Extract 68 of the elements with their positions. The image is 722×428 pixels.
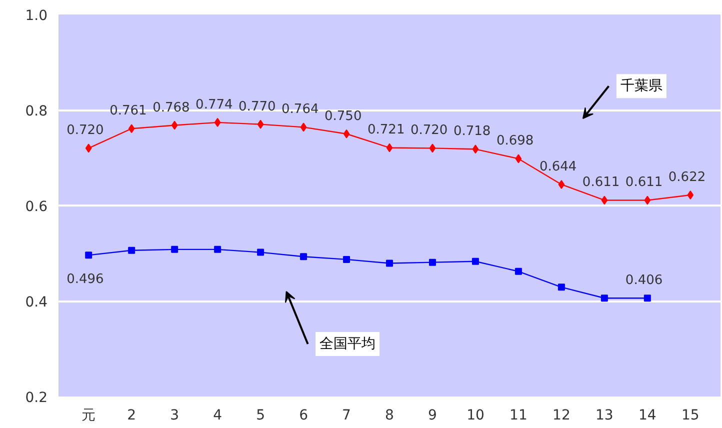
data-label: 0.721 <box>368 122 405 138</box>
x-tick-label: 13 <box>596 408 614 424</box>
x-tick-label: 7 <box>342 408 351 424</box>
y-tick-label: 0.2 <box>25 390 48 406</box>
data-label: 0.611 <box>582 175 620 190</box>
point <box>171 120 178 130</box>
point <box>257 248 264 256</box>
point <box>257 120 264 129</box>
point <box>472 258 479 265</box>
data-label: 0.750 <box>324 108 362 124</box>
x-tick-label: 6 <box>299 408 308 424</box>
x-tick-label: 10 <box>466 408 484 424</box>
x-tick-label: 8 <box>385 408 394 424</box>
data-label: 0.770 <box>238 99 276 114</box>
point <box>128 246 136 254</box>
point <box>85 252 92 259</box>
x-tick-label: 5 <box>256 408 266 424</box>
point <box>515 154 522 164</box>
text: 千葉県 <box>620 78 662 94</box>
data-label: 0.774 <box>196 97 233 112</box>
point <box>386 143 393 152</box>
point <box>214 118 221 127</box>
x-tick-label: 12 <box>552 408 570 424</box>
point <box>300 253 308 260</box>
data-label: 0.720 <box>410 123 448 138</box>
point <box>472 144 479 154</box>
data-label: 0.644 <box>539 159 577 174</box>
point <box>214 246 222 253</box>
data-label: 0.764 <box>282 102 319 118</box>
point <box>343 256 350 263</box>
point <box>601 196 608 205</box>
x-tick-label: 15 <box>682 408 700 424</box>
point <box>343 129 350 138</box>
data-label: 0.720 <box>66 123 104 138</box>
point <box>128 124 135 134</box>
x-tick-label: 2 <box>127 408 136 424</box>
y-tick-label: 1.0 <box>25 8 48 24</box>
data-label: 0.761 <box>110 104 147 119</box>
x-tick-label: 9 <box>428 408 437 424</box>
point <box>644 196 651 205</box>
text: 全国平均 <box>320 336 376 352</box>
x-tick-label: 元 <box>82 408 96 424</box>
data-label: 0.406 <box>625 273 663 288</box>
x-tick-label: 4 <box>213 408 222 424</box>
point <box>558 180 565 189</box>
data-label: 0.622 <box>668 170 706 185</box>
x-tick-label: 3 <box>170 408 180 424</box>
data-label: 0.611 <box>625 175 663 190</box>
x-tick-label: 11 <box>510 408 528 424</box>
point <box>428 258 436 266</box>
point <box>85 144 92 153</box>
point <box>558 284 565 291</box>
y-tick-label: 0.6 <box>25 199 48 215</box>
data-label: 0.496 <box>66 272 104 288</box>
data-label: 0.718 <box>453 124 491 140</box>
point <box>386 260 393 267</box>
y-tick-label: 0.4 <box>25 294 48 310</box>
point <box>429 144 436 153</box>
y-tick-label: 0.8 <box>25 104 48 120</box>
point <box>300 122 307 132</box>
point <box>514 268 522 275</box>
point <box>644 294 651 302</box>
x-tick-label: 14 <box>638 408 656 424</box>
point <box>171 246 178 253</box>
data-label: 0.768 <box>152 100 190 116</box>
point <box>600 294 608 302</box>
point <box>687 190 694 200</box>
data-label: 0.698 <box>496 134 534 149</box>
